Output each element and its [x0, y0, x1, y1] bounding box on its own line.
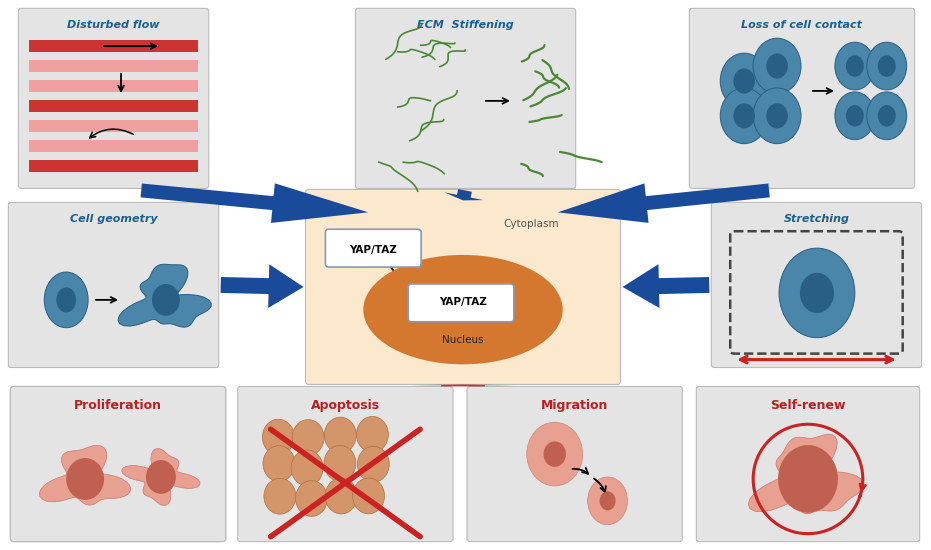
Ellipse shape [587, 477, 627, 525]
Ellipse shape [263, 419, 294, 455]
FancyBboxPatch shape [237, 387, 453, 542]
Text: Proliferation: Proliferation [74, 399, 162, 412]
Polygon shape [412, 384, 515, 387]
FancyBboxPatch shape [19, 8, 209, 189]
Bar [29, 40, 197, 52]
Bar [29, 100, 197, 112]
Polygon shape [118, 264, 211, 327]
FancyBboxPatch shape [711, 202, 922, 367]
Ellipse shape [846, 105, 864, 126]
Polygon shape [749, 434, 864, 514]
Ellipse shape [358, 446, 389, 482]
Text: Disturbed flow: Disturbed flow [67, 20, 160, 30]
FancyBboxPatch shape [10, 387, 225, 542]
Polygon shape [141, 183, 369, 223]
Ellipse shape [600, 491, 615, 510]
Polygon shape [39, 446, 130, 505]
Ellipse shape [357, 416, 388, 452]
Text: Nucleus: Nucleus [442, 335, 484, 345]
Bar [29, 140, 197, 152]
FancyBboxPatch shape [326, 229, 421, 267]
Ellipse shape [766, 103, 788, 128]
Text: ECM  Stiffening: ECM Stiffening [417, 20, 514, 30]
Ellipse shape [778, 445, 838, 513]
Ellipse shape [291, 450, 323, 486]
Text: Cytoplasm: Cytoplasm [503, 219, 559, 229]
Text: Cell geometry: Cell geometry [70, 214, 157, 224]
Ellipse shape [734, 68, 755, 94]
FancyBboxPatch shape [408, 284, 514, 322]
Ellipse shape [753, 88, 801, 144]
Text: Apoptosis: Apoptosis [311, 399, 380, 412]
Text: YAP/TAZ: YAP/TAZ [349, 245, 398, 255]
FancyBboxPatch shape [689, 8, 914, 189]
Ellipse shape [263, 478, 296, 514]
Ellipse shape [56, 287, 76, 312]
Ellipse shape [66, 458, 104, 500]
Ellipse shape [353, 478, 385, 514]
Bar [29, 120, 197, 132]
Ellipse shape [45, 272, 88, 328]
FancyBboxPatch shape [356, 8, 575, 189]
Text: Stretching: Stretching [784, 214, 849, 224]
Ellipse shape [295, 481, 328, 516]
Ellipse shape [544, 441, 566, 467]
Ellipse shape [835, 42, 875, 90]
Ellipse shape [766, 53, 788, 79]
Ellipse shape [721, 88, 768, 144]
FancyBboxPatch shape [467, 387, 682, 542]
Polygon shape [623, 264, 709, 308]
Ellipse shape [263, 446, 295, 481]
Ellipse shape [324, 417, 357, 453]
Text: Migration: Migration [541, 399, 608, 412]
FancyBboxPatch shape [696, 387, 920, 542]
Ellipse shape [325, 478, 358, 514]
Ellipse shape [363, 255, 562, 364]
Polygon shape [444, 189, 483, 200]
Text: Self-renew: Self-renew [770, 399, 845, 412]
Bar [29, 80, 197, 92]
Ellipse shape [146, 460, 176, 494]
Ellipse shape [800, 273, 834, 313]
Ellipse shape [878, 105, 896, 126]
Ellipse shape [878, 56, 896, 77]
Ellipse shape [846, 56, 864, 77]
Ellipse shape [835, 92, 875, 140]
Ellipse shape [734, 103, 755, 128]
Bar [29, 160, 197, 172]
Ellipse shape [292, 420, 324, 455]
Ellipse shape [152, 284, 180, 316]
Ellipse shape [527, 422, 583, 486]
Ellipse shape [867, 42, 907, 90]
Ellipse shape [721, 53, 768, 109]
Text: Loss of cell contact: Loss of cell contact [741, 20, 862, 30]
FancyBboxPatch shape [10, 387, 225, 542]
Polygon shape [558, 183, 770, 223]
Bar [29, 60, 197, 72]
Ellipse shape [867, 92, 907, 140]
Polygon shape [122, 448, 200, 505]
FancyBboxPatch shape [305, 189, 621, 384]
Ellipse shape [324, 446, 356, 481]
Ellipse shape [779, 248, 855, 338]
Ellipse shape [753, 38, 801, 94]
FancyBboxPatch shape [8, 202, 219, 367]
Polygon shape [221, 264, 304, 308]
Text: YAP/TAZ: YAP/TAZ [439, 297, 487, 307]
